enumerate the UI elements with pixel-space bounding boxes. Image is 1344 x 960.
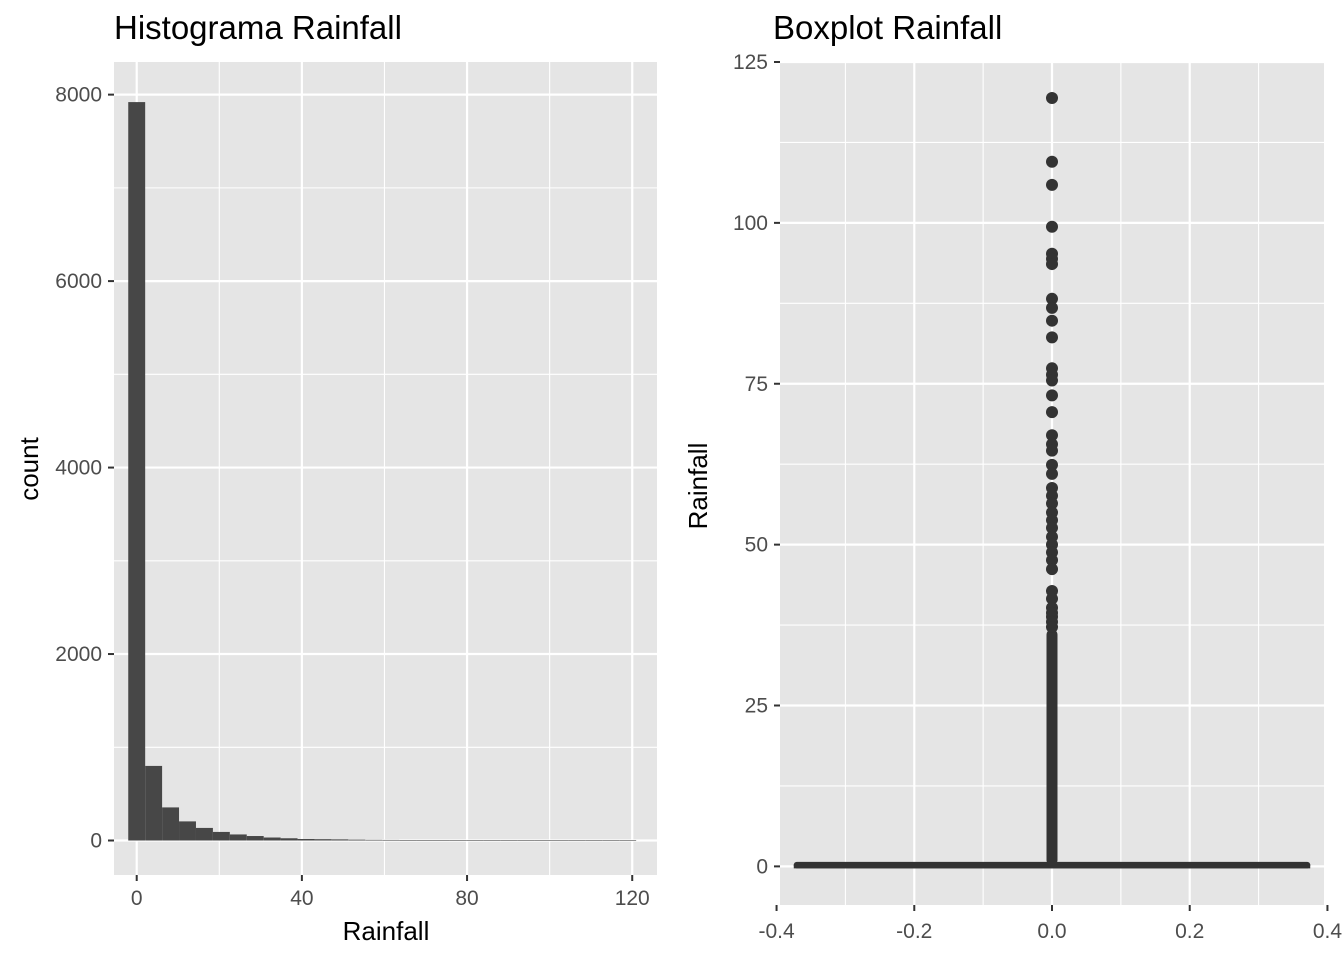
histogram-axes: 0 40 80 120 0 2000 4000 6000 8000 xyxy=(55,84,649,910)
histogram-bar xyxy=(500,840,518,841)
histogram-bar xyxy=(128,102,146,841)
histogram-y-tick-label: 2000 xyxy=(55,643,102,666)
histogram-y-tick-label: 8000 xyxy=(55,84,102,107)
histogram-bar xyxy=(365,839,383,841)
histogram-x-tick-label: 40 xyxy=(290,887,313,910)
boxplot-y-tick-label: 75 xyxy=(745,373,768,396)
boxplot-axes: -0.4 -0.2 0.0 0.2 0.4 0 25 50 75 100 125 xyxy=(733,51,1342,943)
histogram-bar xyxy=(432,840,450,841)
histogram-y-axis-title: count xyxy=(14,436,44,500)
histogram-bar xyxy=(162,807,180,841)
histogram-bar xyxy=(280,838,298,841)
boxplot-outlier-point xyxy=(1046,444,1058,457)
boxplot-outlier-point xyxy=(1046,406,1058,419)
boxplot-outlier-point xyxy=(1046,563,1058,576)
boxplot-outlier-point xyxy=(1046,592,1058,605)
boxplot-outlier-point xyxy=(1046,554,1058,567)
histogram-bar xyxy=(331,839,349,841)
histogram-bar xyxy=(551,840,569,842)
histogram-x-tick-label: 120 xyxy=(615,887,650,910)
boxplot-y-tick-label: 25 xyxy=(745,695,768,718)
histogram-y-tick-label: 4000 xyxy=(55,457,102,480)
histogram-bar xyxy=(246,836,264,841)
histogram-bar xyxy=(602,840,620,842)
histogram-bar xyxy=(399,840,417,841)
histogram-bar xyxy=(212,831,230,841)
boxplot-outlier-point xyxy=(1046,458,1058,471)
boxplot-outlier-point xyxy=(1046,178,1058,191)
histogram-bar xyxy=(585,840,603,842)
histogram-bar xyxy=(466,840,484,841)
histogram-x-tick-label: 80 xyxy=(455,887,478,910)
histogram-bar xyxy=(416,840,433,841)
histogram-x-tick-label: 0 xyxy=(131,887,143,910)
histogram-y-tick-label: 0 xyxy=(90,830,102,853)
boxplot-marks xyxy=(793,92,1311,869)
boxplot-y-tick-label: 50 xyxy=(745,534,768,557)
boxplot-outlier-point xyxy=(1046,258,1058,271)
boxplot-outlier-point xyxy=(1046,314,1058,327)
histogram-bar xyxy=(229,834,247,841)
histogram-bar xyxy=(145,765,163,841)
boxplot-outlier-point xyxy=(1046,220,1058,233)
histogram-bar xyxy=(297,839,315,841)
boxplot-outlier-point xyxy=(1046,497,1058,510)
histogram-bar xyxy=(195,827,213,841)
boxplot-y-tick-label: 0 xyxy=(756,855,768,878)
histogram-bar xyxy=(534,840,552,841)
histogram-bar xyxy=(348,839,366,841)
histogram-bar xyxy=(483,840,501,841)
boxplot-outlier-point xyxy=(1046,331,1058,344)
histogram-bar xyxy=(314,839,332,841)
histogram-title: Histograma Rainfall xyxy=(114,9,402,46)
boxplot-outlier-point xyxy=(1046,155,1058,168)
boxplot-outlier-point xyxy=(1046,429,1058,442)
histogram-y-tick-label: 6000 xyxy=(55,270,102,293)
histogram-x-axis-title: Rainfall xyxy=(343,916,430,946)
histogram-bar xyxy=(382,839,400,841)
boxplot-outlier-point xyxy=(1046,521,1058,534)
histogram-bars xyxy=(128,102,637,842)
histogram-bar xyxy=(179,821,196,841)
histogram-bar xyxy=(449,840,467,841)
boxplot-x-tick-label: 0.0 xyxy=(1037,920,1066,943)
boxplot-x-tick-label: 0.4 xyxy=(1313,920,1343,943)
histogram-bar xyxy=(619,840,637,842)
boxplot-outlier-point xyxy=(1046,389,1058,402)
boxplot-chart: Boxplot Rainfall -0.4 -0.2 0.0 0.2 0.4 0 25 50 7… xyxy=(683,9,1342,943)
boxplot-outlier-point xyxy=(1046,292,1058,305)
boxplot-outlier-point xyxy=(1046,467,1058,480)
boxplot-y-tick-label: 100 xyxy=(733,212,768,235)
boxplot-y-tick-label: 125 xyxy=(733,51,768,74)
histogram-chart: Histograma Rainfall 0 40 80 120 0 2000 4000 600… xyxy=(14,9,657,946)
boxplot-x-tick-label: -0.4 xyxy=(758,920,795,943)
histogram-bar xyxy=(517,840,535,841)
boxplot-x-tick-label: 0.2 xyxy=(1175,920,1204,943)
boxplot-outlier-point xyxy=(1046,92,1058,105)
histogram-bar xyxy=(263,837,281,841)
boxplot-outlier-point xyxy=(1046,621,1058,634)
boxplot-outlier-point xyxy=(1046,301,1058,314)
boxplot-y-axis-title: Rainfall xyxy=(683,443,713,530)
boxplot-x-tick-label: -0.2 xyxy=(896,920,932,943)
boxplot-title: Boxplot Rainfall xyxy=(773,9,1002,46)
boxplot-outlier-point xyxy=(1046,374,1058,387)
histogram-bar xyxy=(568,840,586,842)
